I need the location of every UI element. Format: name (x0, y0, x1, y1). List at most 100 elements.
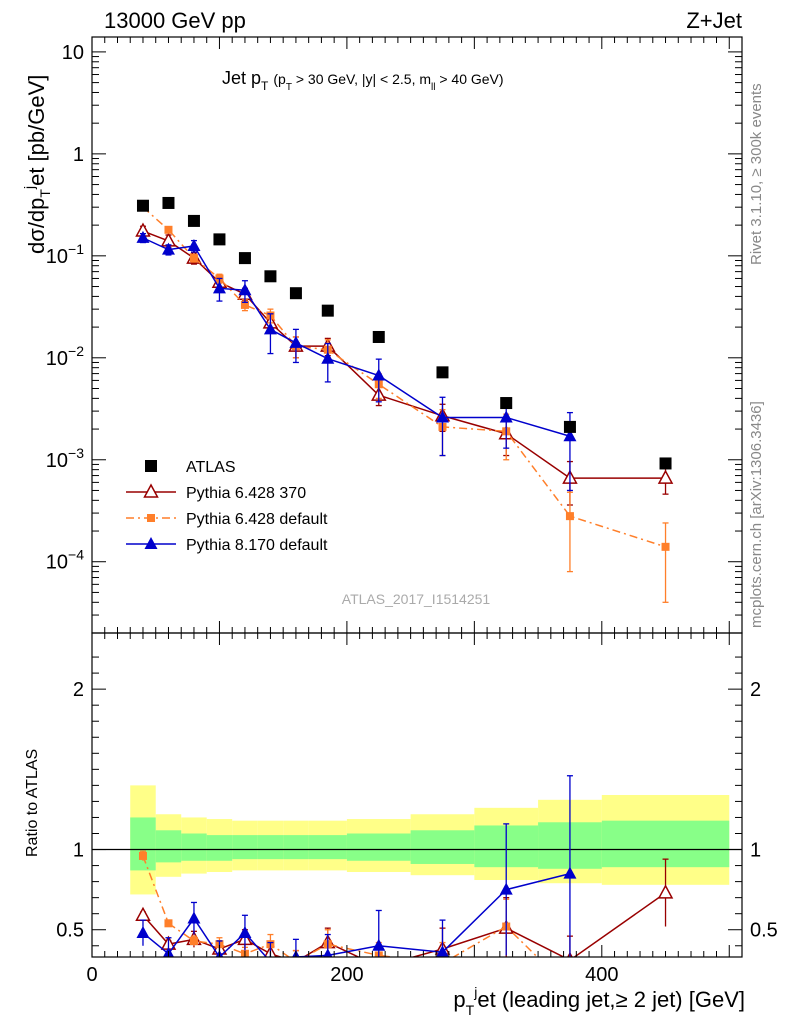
ratio-uncertainty-bands (92, 785, 742, 895)
y-tick-label: 10−2 (46, 343, 84, 370)
plot-title-cut-mid: > 30 GeV, |y| < 2.5, m (292, 71, 431, 87)
legend-label: Pythia 8.170 default (186, 537, 328, 554)
series-point (435, 410, 449, 423)
y-tick-label: 1 (73, 144, 84, 166)
ratio-point (436, 945, 449, 957)
data-point (659, 457, 672, 470)
watermark: ATLAS_2017_I1514251 (342, 591, 491, 607)
ratio-point (563, 866, 577, 879)
x-tick-label: 200 (330, 964, 363, 986)
y-axis-label-pre: dσ/dp (24, 198, 49, 254)
y-axis-label-sub: T (37, 189, 53, 198)
data-point (500, 397, 513, 410)
band-green (308, 835, 347, 860)
legend-marker (147, 514, 155, 522)
data-point (162, 196, 175, 209)
data-point (187, 214, 200, 227)
x-axis-label: pTjet (leading jet,≥ 2 jet) [GeV] (453, 984, 745, 1018)
series-point (212, 281, 226, 294)
side-label-top: Rivet 3.1.10, ≥ 300k events (748, 83, 765, 265)
legend: ATLAS Pythia 6.428 370 Pythia 6.428 defaul… (126, 459, 328, 554)
data-point (563, 420, 576, 433)
plot-title-cut-end: > 40 GeV) (435, 71, 503, 87)
y-tick-label: 10 (62, 42, 84, 64)
y-tick-label: 10−3 (46, 445, 84, 472)
ratio-point (136, 925, 150, 938)
data-point (264, 270, 277, 283)
plot-title-cut-open: (p (273, 71, 286, 87)
plot-title-main: Jet p (222, 68, 261, 88)
series-point (565, 512, 574, 521)
ratio-point (323, 948, 333, 957)
ratio-plot-area (135, 775, 674, 972)
ratio-tick-label-left: 2 (73, 679, 84, 701)
ratio-tick-label-left: 1 (73, 840, 84, 862)
ratio-tick-label-left: 0.5 (56, 920, 84, 942)
band-green (130, 817, 156, 871)
ratio-point (372, 938, 386, 951)
series-point (238, 283, 252, 296)
legend-label: Pythia 6.428 default (186, 511, 328, 528)
band-green (410, 830, 475, 864)
ratio-tick-label-right: 2 (750, 679, 761, 701)
ratio-point (187, 911, 201, 924)
x-axis-label-tail: et (leading jet,≥ 2 jet) [GeV] (477, 987, 745, 1012)
ratio-point (238, 925, 252, 938)
series-point (189, 254, 198, 263)
series-point (661, 542, 670, 551)
series-point (240, 300, 249, 309)
ratio-point (135, 906, 151, 922)
ratio-point (499, 882, 513, 895)
legend-marker (143, 483, 159, 498)
y-axis-label-tail: et [pb/GeV] (24, 75, 49, 186)
series-point (263, 322, 277, 335)
legend-marker (144, 537, 158, 549)
ratio-frame (91, 632, 743, 958)
band-green (155, 830, 182, 863)
x-axis-label-pre: p (453, 987, 465, 1012)
series-point (136, 230, 150, 243)
plot-title: Jet pT (pT > 30 GeV, |y| < 2.5, mll > 40… (222, 68, 504, 93)
series-point (321, 351, 335, 364)
axes: 0 200 400 10 1 10−1 10−2 10−3 10−4 0.5 0.5 1 1 2 2 (46, 36, 778, 986)
header-left: 13000 GeV pp (104, 8, 246, 33)
legend-label: Pythia 6.428 370 (186, 485, 306, 502)
legend-label: ATLAS (186, 459, 236, 476)
band-green (283, 835, 309, 860)
ratio-point (164, 919, 173, 928)
ratio-point (189, 936, 198, 945)
side-label-bottom: mcplots.cern.ch [arXiv:1306.3436] (748, 401, 765, 628)
ratio-point (292, 958, 300, 966)
x-tick-label: 0 (86, 964, 97, 986)
series-point (499, 410, 513, 423)
series-point (372, 368, 386, 381)
y-tick-label: 10−1 (46, 241, 84, 268)
main-plot-area (135, 196, 674, 603)
x-axis-label-sup: j (473, 984, 477, 1000)
data-point (289, 287, 302, 300)
y-axis-label-sup: j (21, 186, 37, 190)
series-line-2 (142, 237, 571, 437)
data-point (321, 304, 334, 317)
y-axis-label: dσ/dpTjet [pb/GeV] (21, 75, 53, 254)
series-point (563, 429, 577, 442)
ratio-point (372, 960, 385, 972)
legend-marker (145, 460, 157, 472)
ratio-point (438, 959, 446, 967)
y-tick-label: 10−4 (46, 547, 84, 574)
series-point (289, 335, 303, 348)
plot-title-cut-sub1: T (286, 82, 292, 93)
ratio-point (138, 851, 147, 860)
band-green (257, 835, 284, 860)
x-axis-label-sub: T (466, 1002, 475, 1018)
x-tick-label: 400 (585, 964, 618, 986)
data-point (238, 252, 251, 265)
series-point (161, 242, 175, 255)
ratio-point (657, 884, 674, 899)
band-green (232, 835, 258, 860)
band-green (181, 833, 207, 861)
ratio-tick-label-right: 1 (750, 840, 761, 862)
series-line-0 (142, 230, 666, 479)
series-point (164, 225, 173, 234)
